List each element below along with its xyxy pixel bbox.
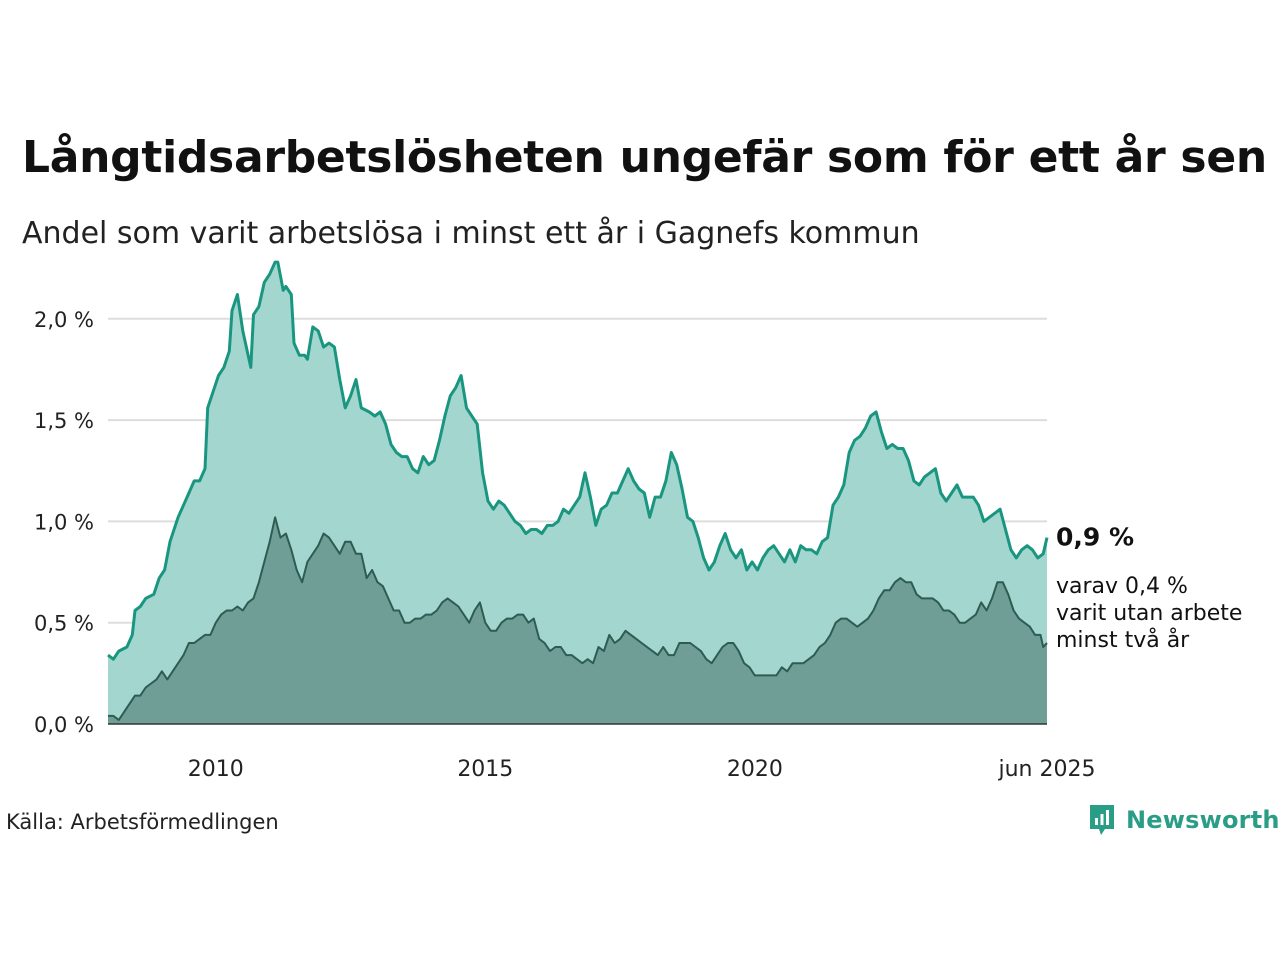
x-tick-label: 2010	[188, 757, 244, 782]
y-tick-label: 1,0 %	[34, 510, 94, 534]
y-tick-label: 0,5 %	[34, 612, 94, 636]
end-labels: 0,9 % varav 0,4 % varit utan arbete mins…	[1056, 523, 1242, 653]
brand-logo[interactable]: Newsworthy	[1088, 803, 1280, 837]
chart-areas	[107, 260, 1049, 724]
y-tick-label: 1,5 %	[34, 409, 94, 433]
y-tick-label: 2,0 %	[34, 308, 94, 332]
x-tick-label: 2015	[457, 757, 513, 782]
source-note: Källa: Arbetsförmedlingen	[6, 810, 279, 834]
end-label-sub-line: minst två år	[1056, 627, 1190, 653]
x-tick-label: jun 2025	[998, 757, 1096, 782]
series-2-line	[108, 516, 1048, 721]
chart-subtitle: Andel som varit arbetslösa i minst ett å…	[22, 216, 920, 251]
y-axis: 0,0 % 0,5 % 1,0 % 1,5 % 2,0 %	[34, 308, 94, 737]
x-axis: 2010 2015 2020 jun 2025	[188, 757, 1096, 782]
chart-title: Långtidsarbetslösheten ungefär som för e…	[22, 132, 1267, 183]
newsworthy-logo-icon	[1090, 805, 1114, 835]
end-label-main: 0,9 %	[1056, 523, 1134, 552]
series-2-area	[108, 517, 1047, 724]
brand-name: Newsworthy	[1126, 806, 1280, 834]
x-tick-label: 2020	[727, 757, 783, 782]
series-1-line	[107, 260, 1049, 661]
end-label-sub-line: varit utan arbete	[1056, 601, 1242, 626]
y-tick-label: 0,0 %	[34, 713, 94, 737]
end-label-sub-line: varav 0,4 %	[1056, 574, 1188, 599]
